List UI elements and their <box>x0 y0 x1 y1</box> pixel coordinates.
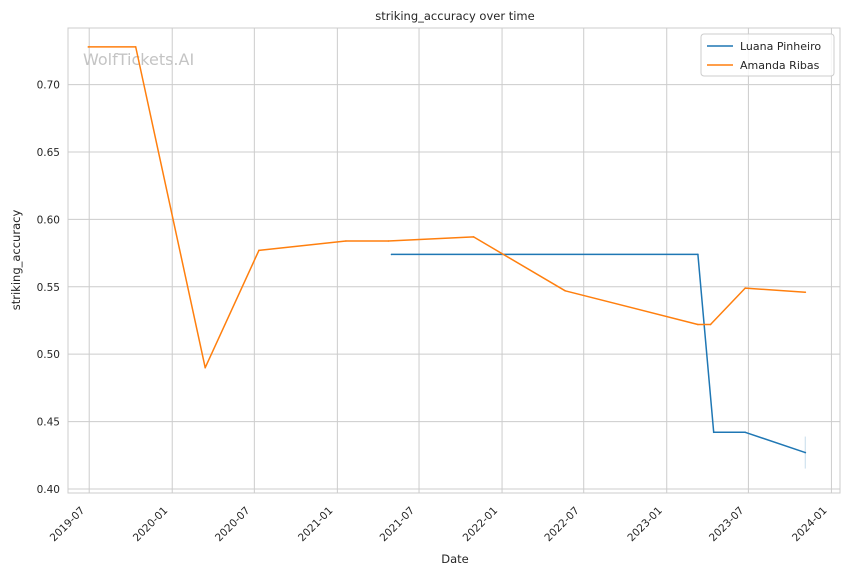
y-tick-label: 0.60 <box>37 214 60 226</box>
data-point-amanda-ribas <box>387 240 390 242</box>
data-point-amanda-ribas <box>87 46 90 48</box>
y-tick-label: 0.70 <box>37 80 60 92</box>
x-tick-label: 2022-01 <box>461 505 501 545</box>
x-tick-label: 2023-07 <box>707 505 747 545</box>
series-line-amanda-ribas <box>88 46 806 369</box>
data-point-luana-pinheiro <box>712 431 715 434</box>
data-point-amanda-ribas <box>709 323 712 326</box>
data-point-luana-pinheiro <box>804 451 807 454</box>
grid <box>68 28 840 493</box>
data-point-amanda-ribas <box>697 323 699 326</box>
y-tick-label: 0.65 <box>37 147 60 159</box>
data-point-amanda-ribas <box>472 236 475 238</box>
data-point-luana-pinheiro <box>744 431 746 434</box>
x-tick-label: 2020-07 <box>213 505 253 545</box>
x-tick-label: 2021-07 <box>378 505 418 545</box>
data-point-amanda-ribas <box>345 240 347 242</box>
plot-frame <box>67 27 841 494</box>
legend-box <box>700 33 835 77</box>
data-point-amanda-ribas <box>744 287 746 289</box>
x-tick-label: 2021-01 <box>296 505 336 545</box>
y-axis-label: striking_accuracy <box>9 210 23 311</box>
plot-area <box>68 28 840 493</box>
legend-entry-luana-pinheiro: Luana Pinheiro <box>740 40 821 53</box>
data-point-amanda-ribas <box>134 46 137 48</box>
data-point-amanda-ribas <box>204 366 206 369</box>
x-tick-label: 2024-01 <box>790 505 830 545</box>
x-tick-label: 2019-07 <box>48 505 88 545</box>
data-point-amanda-ribas <box>258 249 260 252</box>
series-layer <box>87 46 807 469</box>
data-point-luana-pinheiro <box>697 253 699 256</box>
y-tick-label: 0.45 <box>37 417 60 429</box>
y-tick-label: 0.40 <box>37 484 60 496</box>
data-point-amanda-ribas <box>804 291 807 294</box>
y-tick-label: 0.50 <box>37 349 60 361</box>
x-tick-label: 2023-01 <box>625 505 665 545</box>
chart-title: striking_accuracy over time <box>375 9 534 23</box>
x-axis-label: Date <box>441 552 469 566</box>
x-tick-label: 2020-01 <box>131 505 171 545</box>
data-point-luana-pinheiro <box>390 253 393 256</box>
y-tick-label: 0.55 <box>37 282 60 294</box>
legend: Luana Pinheiro Amanda Ribas <box>700 33 835 77</box>
legend-entry-amanda-ribas: Amanda Ribas <box>740 59 820 72</box>
data-point-amanda-ribas <box>564 290 566 292</box>
x-tick-label: 2022-07 <box>542 505 582 545</box>
